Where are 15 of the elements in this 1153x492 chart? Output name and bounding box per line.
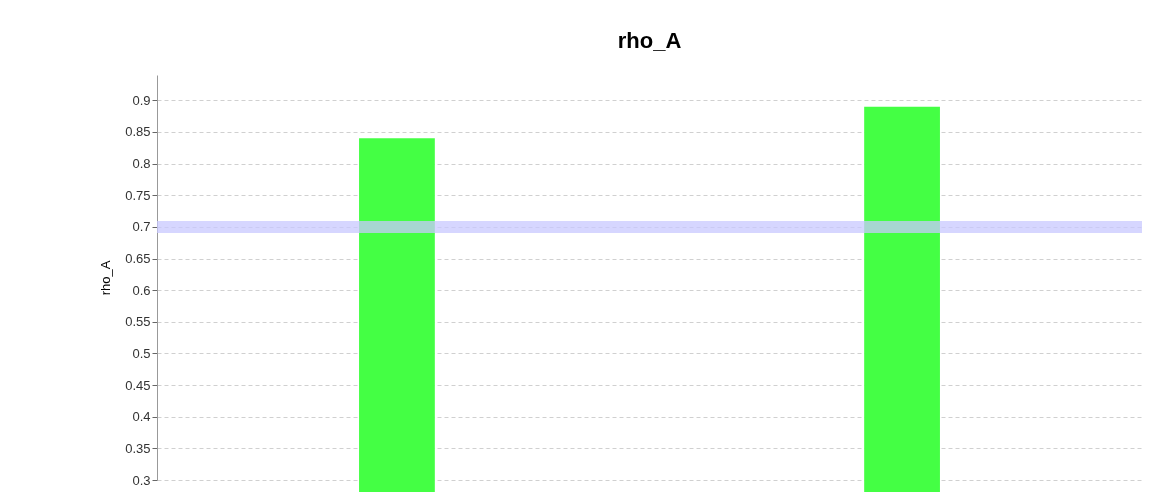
y-tick-label: 0.85: [125, 124, 151, 140]
y-tick-label: 0.65: [125, 251, 151, 267]
y-tick-label: 0.5: [132, 345, 151, 361]
y-tick-label: 0.45: [125, 377, 151, 393]
y-tick-label: 0.4: [132, 409, 151, 425]
y-tick-label: 0.75: [125, 187, 151, 203]
y-tick-label: 0.7: [132, 219, 151, 235]
y-tick-label: 0.6: [132, 282, 151, 298]
chart-title: rho_A: [617, 28, 682, 53]
y-tick-label: 0.35: [125, 440, 151, 456]
y-tick-label: 0.3: [132, 472, 151, 488]
y-tick-label: 0.8: [132, 156, 151, 172]
y-tick-label: 0.9: [132, 92, 151, 108]
y-tick-label: 0.55: [125, 314, 151, 330]
y-axis-title: rho_A: [98, 260, 114, 296]
